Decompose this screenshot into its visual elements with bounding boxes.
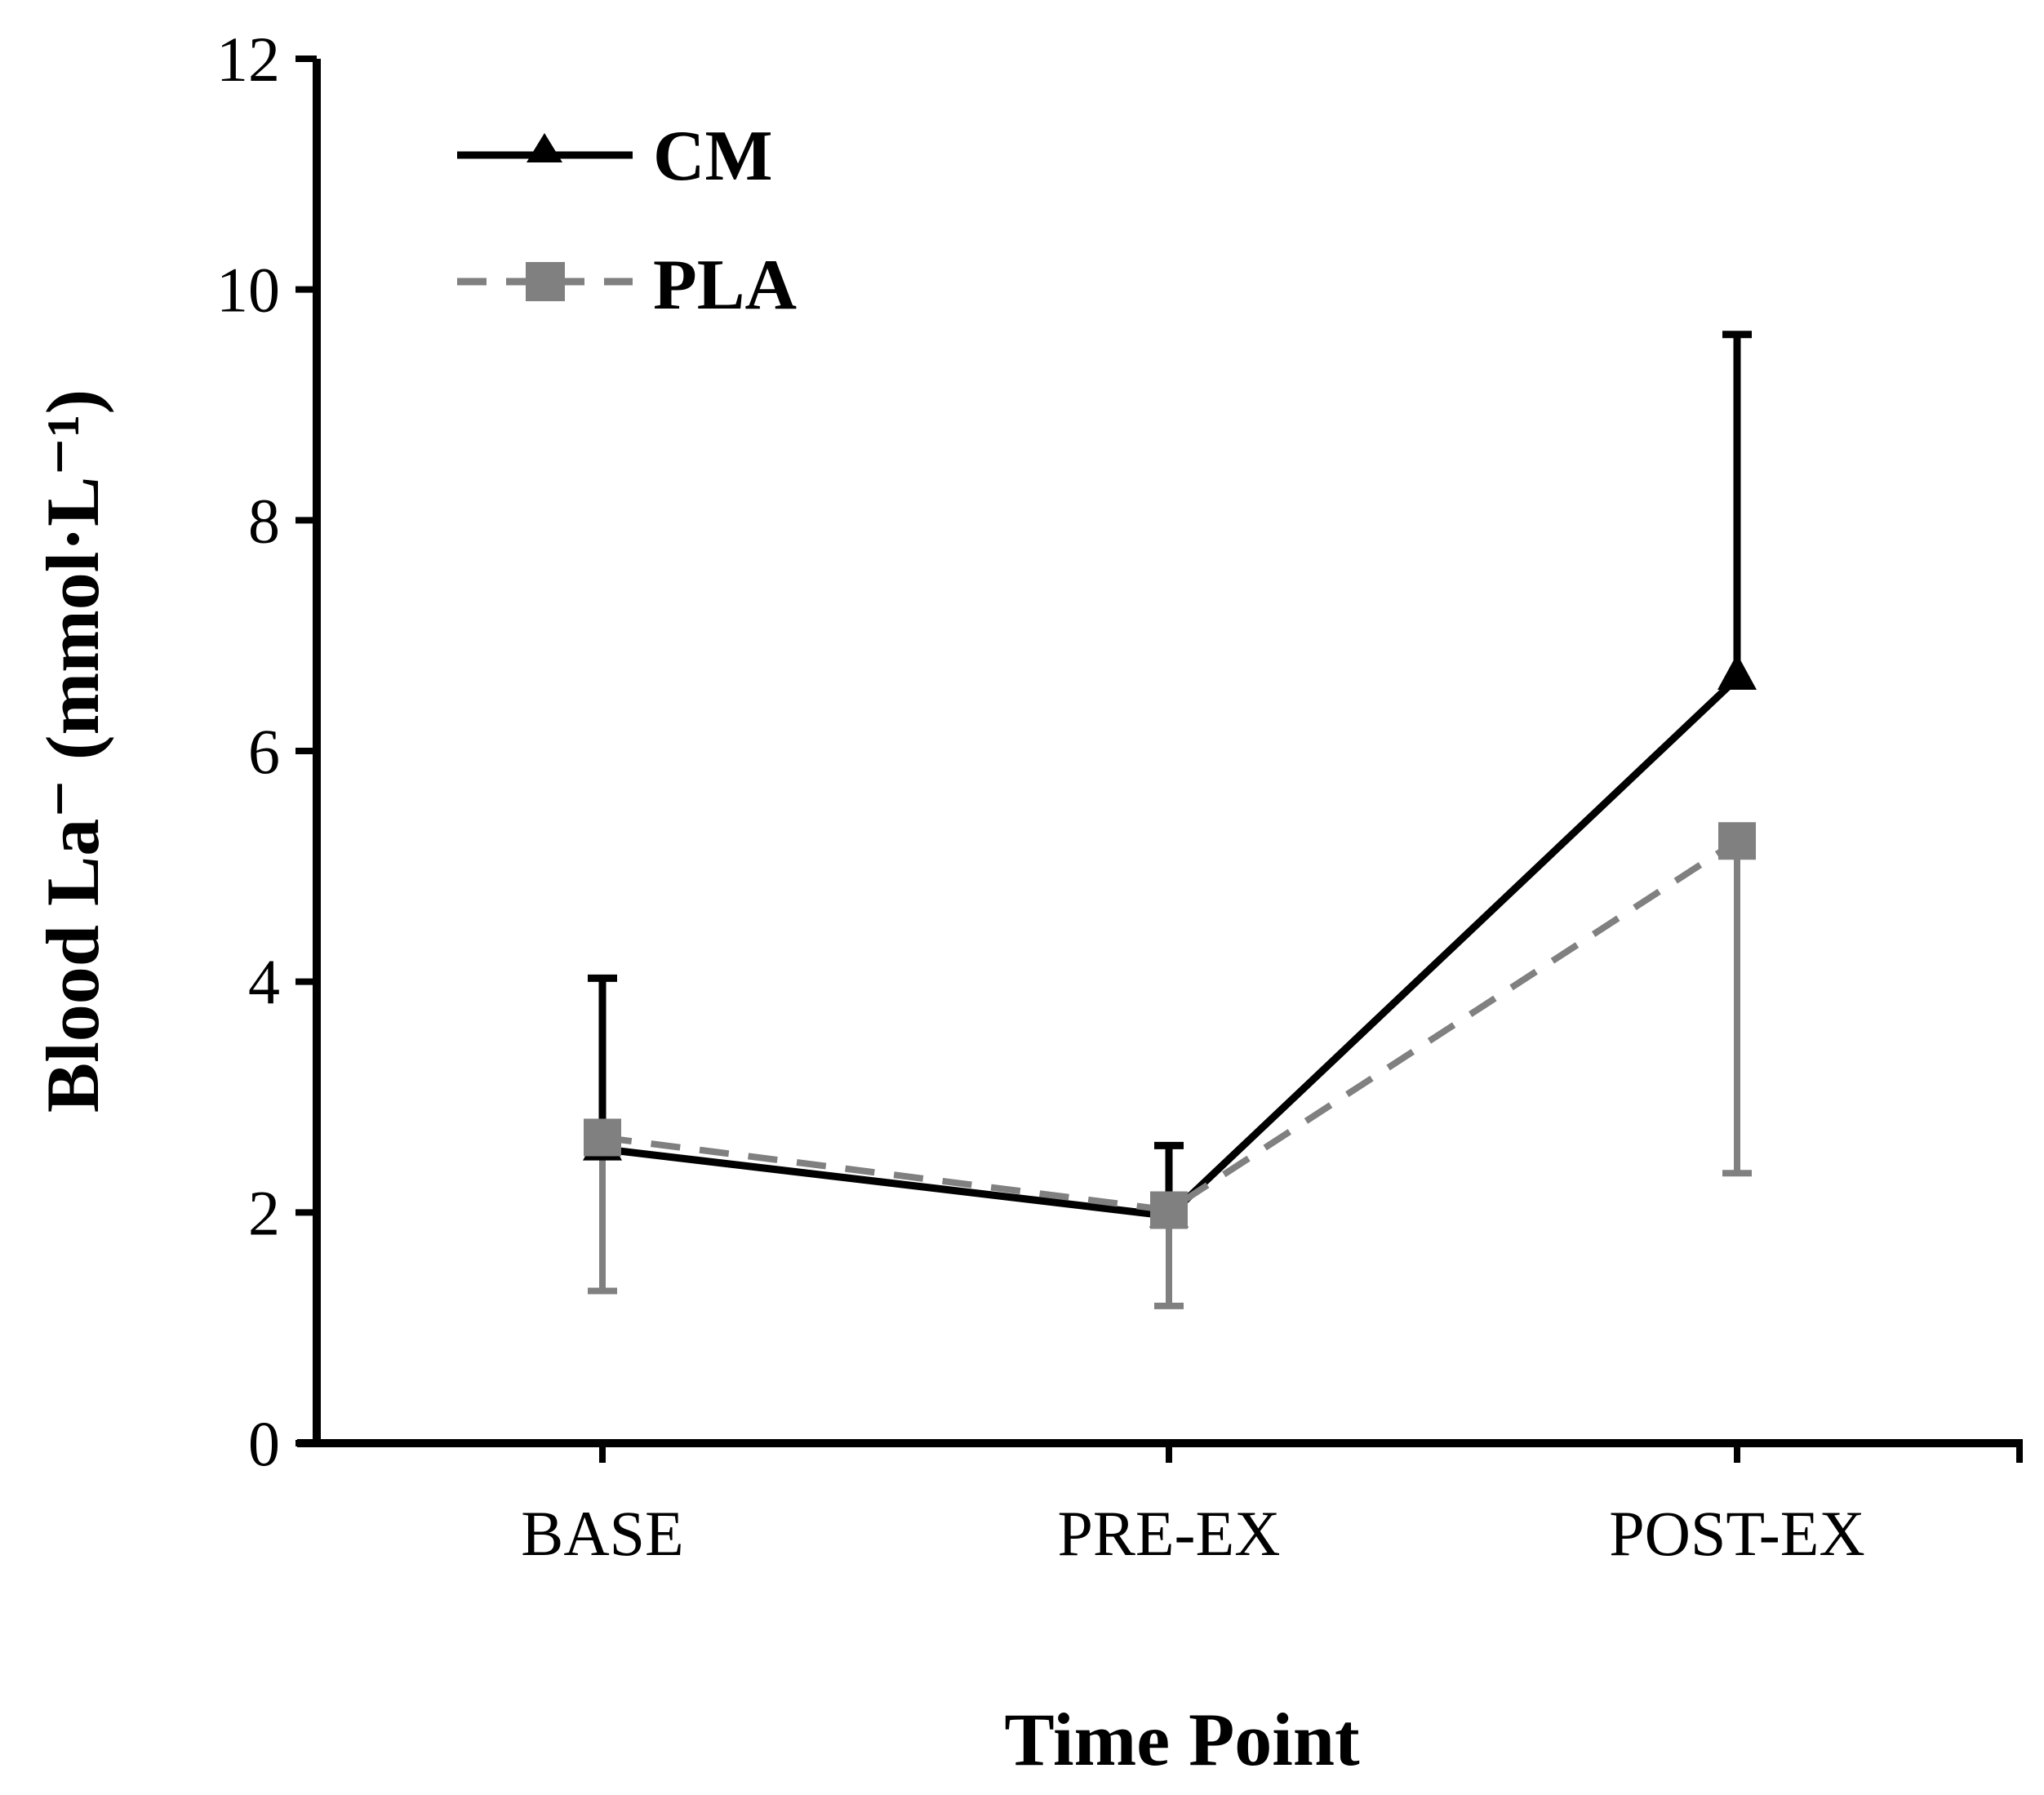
legend-cm-triangle-icon — [527, 133, 562, 162]
series-layer — [583, 331, 1757, 1309]
y-ticks: 0 2 4 6 8 10 12 — [216, 24, 317, 1479]
pla-point-pre-ex — [1150, 1191, 1188, 1229]
y-tick-label-6: 6 — [248, 716, 280, 787]
x-tick-label-pre-ex: PRE-EX — [1058, 1498, 1281, 1569]
y-tick-label-8: 8 — [248, 485, 280, 556]
y-tick-label-2: 2 — [248, 1177, 280, 1248]
legend-pla-label: PLA — [653, 246, 797, 325]
legend-cm-label: CM — [653, 117, 773, 196]
legend-item-cm: CM — [457, 117, 773, 196]
legend-item-pla: PLA — [457, 246, 797, 325]
legend: CM PLA — [457, 117, 797, 325]
x-tick-label-post-ex: POST-EX — [1609, 1498, 1865, 1569]
x-ticks: BASE PRE-EX POST-EX — [521, 1443, 2023, 1569]
y-tick-label-4: 4 — [248, 947, 280, 1018]
legend-pla-square-icon — [526, 262, 565, 301]
cm-series-line — [602, 675, 1740, 1220]
y-axis-title: Blood La⁻ (mmol·L⁻¹) — [31, 389, 114, 1113]
x-axis-title: Time Point — [1004, 1698, 1360, 1781]
cm-point-post-ex — [1717, 653, 1757, 690]
pla-point-base — [584, 1118, 621, 1157]
y-tick-label-0: 0 — [248, 1408, 280, 1479]
pla-point-post-ex — [1718, 822, 1756, 860]
y-tick-label-10: 10 — [216, 255, 280, 326]
y-tick-label-12: 12 — [216, 24, 280, 95]
x-tick-label-base: BASE — [521, 1498, 683, 1569]
